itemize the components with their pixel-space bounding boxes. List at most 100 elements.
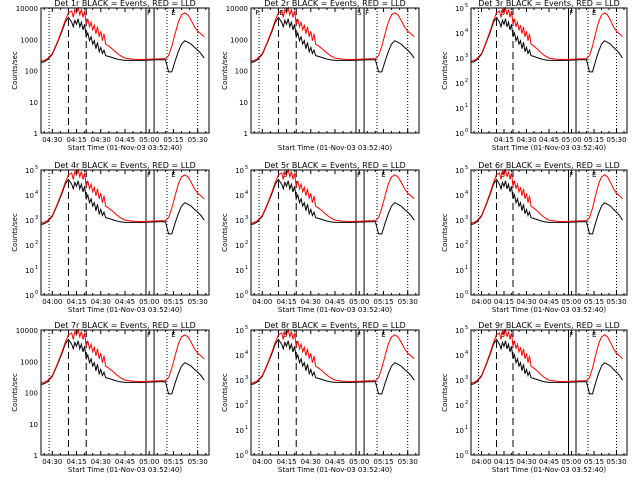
series-line-lld	[250, 6, 415, 62]
panel-title: Det 2r BLACK = Events, RED = LLD	[264, 0, 406, 8]
x-axis-label: Start Time (01-Nov-03 03:52:40)	[68, 466, 182, 474]
x-tick-label: 04:30	[42, 136, 62, 144]
x-tick-label: 04:15	[66, 298, 86, 306]
scale-label: S	[283, 171, 288, 179]
series-line-lld	[40, 6, 205, 62]
panel-title: Det 9r BLACK = Events, RED = LLD	[478, 321, 620, 330]
x-axis-label: Start Time (01-Nov-03 03:52:40)	[492, 306, 606, 314]
y-tick-base: 10	[455, 292, 464, 300]
y-tick-exponent: 5	[465, 3, 468, 9]
x-tick-label: 05:00	[349, 458, 369, 466]
scale-label: E	[592, 331, 596, 339]
x-axis-label: Start Time (01-Nov-03 03:52:40)	[278, 466, 392, 474]
scale-label: E	[592, 9, 596, 17]
y-tick-exponent: 1	[245, 265, 248, 271]
y-tick-exponent: 4	[245, 190, 248, 196]
series-line-lld	[470, 328, 623, 384]
y-tick-base: 10	[235, 267, 244, 275]
y-tick-base: 10	[25, 267, 34, 275]
x-tick-label: 04:00	[252, 458, 272, 466]
panel-7: Det 7r BLACK = Events, RED = LLD 1 10 100 10…	[11, 321, 210, 474]
scale-label: F	[570, 171, 574, 179]
panel-title: Det 1r BLACK = Events, RED = LLD	[54, 0, 196, 8]
x-tick-label: 05:00	[561, 136, 581, 144]
x-tick-label: 05:15	[163, 298, 183, 306]
panel-title: Det 3r BLACK = Events, RED = LLD	[478, 0, 620, 8]
panel-title: Det 4r BLACK = Events, RED = LLD	[54, 161, 196, 170]
x-tick-label: 04:45	[539, 458, 559, 466]
x-tick-label: 04:15	[494, 458, 514, 466]
y-axis-label: Counts/sec	[221, 213, 229, 252]
y-tick-base: 10	[235, 192, 244, 200]
y-tick-label: 10000	[16, 327, 38, 335]
y-tick-label: 1	[244, 130, 248, 138]
x-axis-label: Start Time (01-Nov-03 03:52:40)	[68, 144, 182, 152]
scale-label: E	[381, 171, 385, 179]
y-tick-base: 10	[455, 5, 464, 13]
scale-label: F	[147, 171, 151, 179]
y-tick-exponent: 0	[245, 290, 248, 296]
y-tick-base: 10	[455, 427, 464, 435]
panel-title: Det 7r BLACK = Events, RED = LLD	[54, 321, 196, 330]
x-tick-label: 05:00	[139, 298, 159, 306]
x-tick-label: 05:15	[163, 136, 183, 144]
x-tick-label: 04:00	[42, 298, 62, 306]
y-tick-exponent: 1	[35, 265, 38, 271]
y-tick-base: 10	[455, 217, 464, 225]
y-tick-exponent: 2	[465, 78, 468, 84]
x-tick-label: 04:00	[252, 298, 272, 306]
y-tick-label: 1	[34, 452, 38, 460]
x-tick-label: 04:30	[91, 298, 111, 306]
y-axis-label: Counts/sec	[221, 373, 229, 412]
x-tick-label: 04:30	[516, 458, 536, 466]
y-tick-base: 10	[235, 242, 244, 250]
scale-label: S	[357, 9, 362, 17]
y-tick-exponent: 2	[35, 240, 38, 246]
y-axis-label: Counts/sec	[441, 213, 449, 252]
y-tick-base: 10	[235, 352, 244, 360]
y-tick-base: 10	[455, 402, 464, 410]
y-tick-base: 10	[455, 80, 464, 88]
scale-label: E	[381, 331, 385, 339]
y-tick-base: 10	[455, 130, 464, 138]
y-tick-exponent: 5	[245, 325, 248, 331]
x-tick-label: 05:30	[398, 458, 418, 466]
y-tick-label: 10000	[226, 5, 248, 13]
y-tick-exponent: 1	[465, 425, 468, 431]
y-tick-base: 10	[235, 427, 244, 435]
series-line-lld	[250, 328, 415, 384]
y-axis-label: Counts/sec	[11, 51, 19, 90]
y-axis-label: Counts/sec	[11, 213, 19, 252]
y-tick-exponent: 4	[245, 350, 248, 356]
y-tick-base: 10	[455, 267, 464, 275]
scale-label: S	[283, 331, 288, 339]
x-tick-label: 05:30	[188, 298, 208, 306]
panel-title: Det 5r BLACK = Events, RED = LLD	[264, 161, 406, 170]
series-line-lld	[470, 168, 623, 224]
y-tick-label: 10	[29, 421, 38, 429]
scale-label: F	[570, 9, 574, 17]
series-line-events	[470, 178, 623, 235]
y-tick-exponent: 4	[465, 190, 468, 196]
series-line-lld	[40, 168, 205, 224]
y-tick-base: 10	[455, 327, 464, 335]
series-line-events	[250, 178, 415, 235]
x-axis-label: Start Time (01-Nov-03 03:52:40)	[278, 306, 392, 314]
scale-label: E	[171, 9, 175, 17]
x-tick-label: 05:00	[561, 458, 581, 466]
y-axis-label: Counts/sec	[221, 51, 229, 90]
y-tick-base: 10	[455, 377, 464, 385]
x-tick-label: 04:45	[115, 136, 135, 144]
y-tick-exponent: 4	[465, 350, 468, 356]
y-tick-exponent: 3	[35, 215, 38, 221]
x-axis-label: Start Time (01-Nov-03 03:52:40)	[492, 466, 606, 474]
scale-label: F	[357, 171, 361, 179]
y-tick-exponent: 1	[245, 425, 248, 431]
y-tick-exponent: 3	[465, 215, 468, 221]
scale-label: E	[279, 9, 283, 17]
x-tick-label: 04:15	[66, 136, 86, 144]
